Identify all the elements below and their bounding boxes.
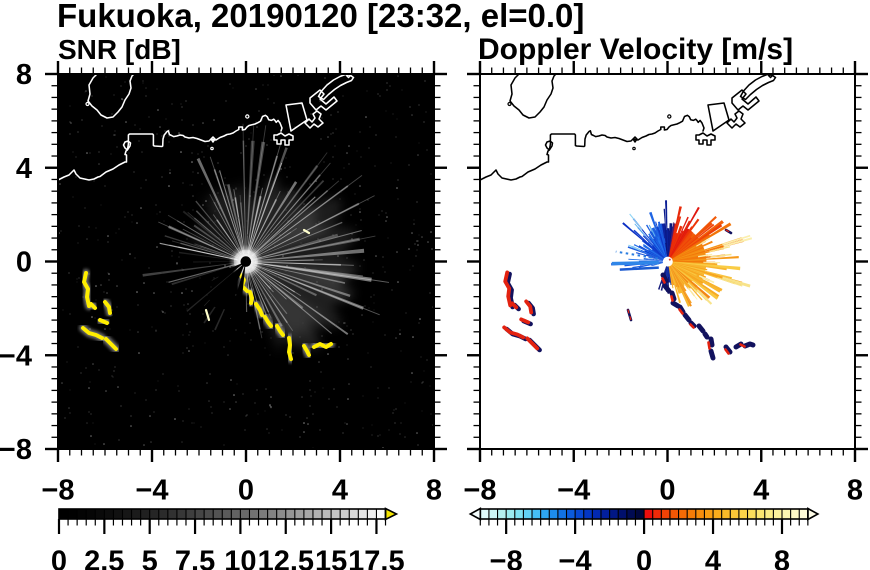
svg-text:8: 8 (774, 546, 790, 570)
svg-text:0: 0 (636, 546, 652, 570)
svg-text:8: 8 (16, 59, 32, 91)
svg-text:4: 4 (753, 475, 769, 507)
svg-text:−8: −8 (0, 434, 32, 466)
svg-text:SNR [dB]: SNR [dB] (58, 34, 181, 65)
svg-text:Fukuoka, 20190120 [23:32, el=0: Fukuoka, 20190120 [23:32, el=0.0] (57, 0, 584, 34)
svg-text:0: 0 (16, 247, 32, 279)
svg-text:−4: −4 (557, 475, 590, 507)
svg-text:Doppler Velocity [m/s]: Doppler Velocity [m/s] (478, 33, 793, 66)
svg-text:−8: −8 (490, 546, 523, 570)
svg-text:−8: −8 (41, 475, 74, 507)
svg-text:10: 10 (224, 546, 256, 570)
svg-text:−4: −4 (135, 475, 168, 507)
svg-text:5: 5 (142, 546, 158, 570)
svg-text:2.5: 2.5 (84, 546, 124, 570)
svg-text:−8: −8 (463, 475, 496, 507)
svg-text:−4: −4 (559, 546, 592, 570)
svg-text:0: 0 (51, 546, 67, 570)
svg-text:15: 15 (315, 546, 347, 570)
svg-text:8: 8 (847, 475, 863, 507)
svg-text:7.5: 7.5 (175, 546, 215, 570)
svg-text:4: 4 (16, 153, 32, 185)
svg-text:8: 8 (426, 475, 442, 507)
svg-text:12.5: 12.5 (258, 546, 314, 570)
svg-text:0: 0 (659, 475, 675, 507)
svg-text:4: 4 (705, 546, 721, 570)
svg-text:17.5: 17.5 (348, 546, 404, 570)
svg-text:−4: −4 (0, 340, 32, 372)
svg-text:4: 4 (332, 475, 348, 507)
svg-text:0: 0 (238, 475, 254, 507)
